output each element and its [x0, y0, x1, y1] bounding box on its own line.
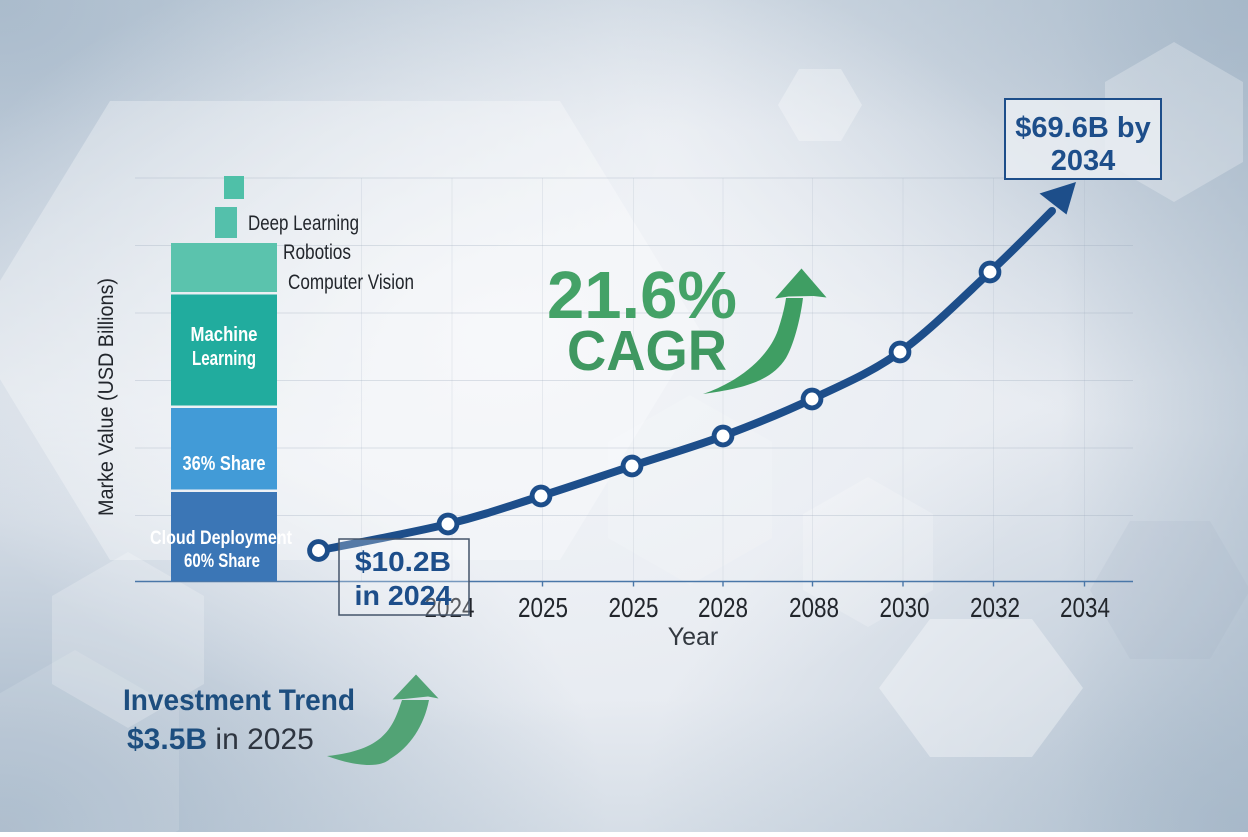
svg-text:Learning: Learning [192, 348, 256, 370]
svg-text:Machine: Machine [191, 324, 258, 346]
svg-text:2025: 2025 [609, 592, 659, 623]
svg-text:Year: Year [668, 623, 719, 651]
svg-text:Cloud Deployment: Cloud Deployment [150, 528, 293, 549]
svg-text:Marke Value (USD Billions): Marke Value (USD Billions) [95, 278, 118, 516]
svg-text:CAGR: CAGR [567, 319, 727, 383]
svg-text:2025: 2025 [518, 592, 568, 623]
svg-text:Robotios: Robotios [283, 241, 351, 264]
svg-text:Computer Vision: Computer Vision [288, 271, 414, 294]
svg-text:2024: 2024 [425, 592, 475, 623]
svg-text:60% Share: 60% Share [184, 551, 260, 572]
svg-text:2088: 2088 [789, 592, 839, 623]
svg-text:$10.2B: $10.2B [355, 546, 451, 577]
svg-text:2032: 2032 [970, 592, 1020, 623]
svg-text:36% Share: 36% Share [183, 453, 266, 475]
svg-text:2028: 2028 [698, 592, 748, 623]
svg-text:$3.5B in 2025: $3.5B in 2025 [127, 723, 314, 756]
svg-text:2034: 2034 [1060, 592, 1110, 623]
svg-text:in 2024: in 2024 [355, 580, 452, 611]
svg-text:21.6%: 21.6% [547, 258, 737, 333]
svg-text:Investment Trend: Investment Trend [123, 684, 355, 717]
svg-text:Deep Learning: Deep Learning [248, 212, 359, 235]
svg-text:2034: 2034 [1051, 145, 1116, 177]
svg-text:2030: 2030 [880, 592, 930, 623]
svg-text:$69.6B by: $69.6B by [1015, 112, 1150, 144]
